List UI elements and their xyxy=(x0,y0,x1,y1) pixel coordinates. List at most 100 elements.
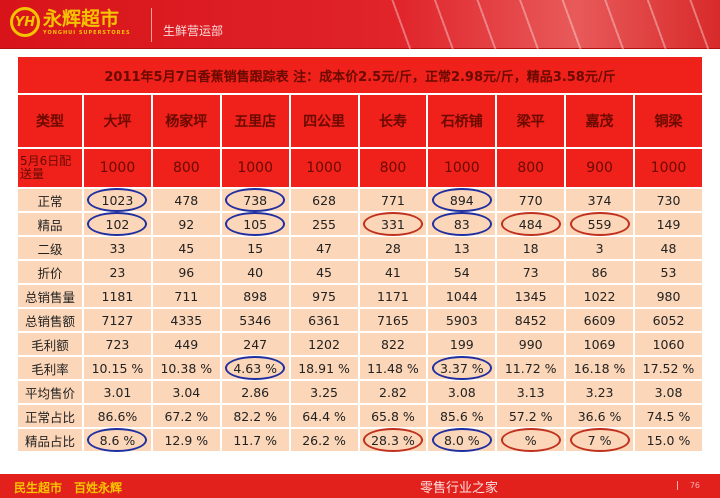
cell: 800 xyxy=(150,147,222,189)
store-header: 四公里 xyxy=(288,93,360,149)
blue-circle-annotation xyxy=(225,212,286,236)
cell: 3.04 xyxy=(150,379,222,405)
cell: 1069 xyxy=(564,331,635,357)
cell: 3.13 xyxy=(495,379,567,405)
cell: 1171 xyxy=(357,283,429,309)
logo-mark: YH xyxy=(10,7,40,37)
cell: 800 xyxy=(495,147,567,189)
cell: 1060 xyxy=(633,331,704,357)
cell-value: 7165 xyxy=(377,312,409,328)
row-label: 精品 xyxy=(16,211,84,237)
cell: 7165 xyxy=(357,307,429,333)
red-circle-annotation xyxy=(569,212,630,236)
cell: 13 xyxy=(426,235,498,261)
cell-value: 5346 xyxy=(239,312,272,328)
page-number: 76 xyxy=(676,481,700,490)
cell-value: 980 xyxy=(656,288,681,304)
cell-value: 1345 xyxy=(514,288,547,304)
table-row: 精品 102 92 105 255 331 83 484 559 149 xyxy=(16,211,704,237)
cell: 96 xyxy=(150,259,222,285)
cell-value: 975 xyxy=(312,288,336,304)
cell-value: 16.18 % xyxy=(573,360,626,376)
cell: 4.63 % xyxy=(219,355,291,381)
blue-circle-annotation xyxy=(225,356,286,380)
cell: 7 % xyxy=(564,427,635,453)
cell: 1022 xyxy=(564,283,635,309)
cell-value: 822 xyxy=(381,336,405,352)
cell-value: 2.82 xyxy=(379,384,407,400)
cell: 1345 xyxy=(495,283,567,309)
cell: 898 xyxy=(219,283,291,309)
cell: 8452 xyxy=(495,307,567,333)
red-circle-annotation xyxy=(362,428,423,452)
divider xyxy=(151,8,152,42)
store-header: 嘉茂 xyxy=(564,93,635,149)
cell: 40 xyxy=(219,259,291,285)
blue-circle-annotation xyxy=(431,212,492,236)
cell: 11.72 % xyxy=(495,355,567,381)
cell: 711 xyxy=(150,283,222,309)
cell: 36.6 % xyxy=(564,403,635,429)
cell-value: 3.01 xyxy=(103,384,132,400)
cell-value: 8452 xyxy=(514,312,547,328)
cell-value: 64.4 % xyxy=(302,408,346,424)
cell: 3.23 xyxy=(564,379,635,405)
cell-value: 4335 xyxy=(170,312,203,328)
cell-value: 65.8 % xyxy=(371,408,415,424)
cell: 149 xyxy=(633,211,704,237)
cell-value: 33 xyxy=(109,240,126,256)
corner-header: 类型 xyxy=(16,93,84,149)
cell: 28.3 % xyxy=(357,427,429,453)
store-header: 杨家坪 xyxy=(150,93,222,149)
header-row: 类型 大坪 杨家坪 五里店 四公里 长寿 石桥铺 梁平 嘉茂 铜梁 xyxy=(16,93,704,149)
cell-value: 449 xyxy=(174,336,199,352)
cell: 894 xyxy=(426,187,498,213)
row-label: 总销售量 xyxy=(16,283,84,309)
cell-value: 990 xyxy=(518,336,543,352)
cell: 73 xyxy=(495,259,567,285)
cell: 10.38 % xyxy=(150,355,222,381)
cell-value: 1181 xyxy=(101,288,134,304)
cell-value: 53 xyxy=(660,264,677,280)
table-title: 2011年5月7日香蕉销售跟踪表 注：成本价2.5元/斤，正常2.98元/斤，精… xyxy=(16,55,704,95)
cell: 17.52 % xyxy=(633,355,704,381)
header-banner: YH 永辉超市 YONGHUI SUPERSTORES 生鲜营运部 xyxy=(0,0,720,49)
cell: 74.5 % xyxy=(633,403,704,429)
row-label: 毛利率 xyxy=(16,355,84,381)
cell: 1044 xyxy=(426,283,498,309)
table-row: 折价 23 96 40 45 41 54 73 86 53 xyxy=(16,259,704,285)
cell-value: 67.2 % xyxy=(164,408,209,424)
cell: 18.91 % xyxy=(288,355,360,381)
cell-value: 5903 xyxy=(445,312,478,328)
cell-value: 11.48 % xyxy=(367,360,419,376)
cell: 2.86 xyxy=(219,379,291,405)
cell: 23 xyxy=(82,259,153,285)
cell: 255 xyxy=(288,211,360,237)
cell-value: 54 xyxy=(453,264,470,280)
table-row: 毛利额 723 449 247 1202 822 199 990 1069 1060 xyxy=(16,331,704,357)
cell-value: 11.72 % xyxy=(504,360,557,376)
store-header: 五里店 xyxy=(219,93,291,149)
cell: 86.6% xyxy=(82,403,153,429)
cell-value: 3.25 xyxy=(310,384,338,400)
cell: 105 xyxy=(219,211,291,237)
row-label: 5月6日配送量 xyxy=(16,147,84,189)
cell: 484 xyxy=(495,211,567,237)
cell-value: 898 xyxy=(243,288,268,304)
cell-value: 711 xyxy=(174,288,199,304)
cell-value: 3.08 xyxy=(447,384,476,400)
table-row: 总销售量 1181 711 898 975 1171 1044 1345 1022 980 xyxy=(16,283,704,309)
cell: 900 xyxy=(564,147,635,189)
cell: 8.6 % xyxy=(82,427,153,453)
cell-value: 92 xyxy=(178,216,195,232)
cell-value: 1069 xyxy=(583,336,616,352)
cell-value: 47 xyxy=(316,240,333,256)
cell: 48 xyxy=(633,235,704,261)
cell: 67.2 % xyxy=(150,403,222,429)
cell: 1000 xyxy=(82,147,153,189)
row-label: 二级 xyxy=(16,235,84,261)
blue-circle-annotation xyxy=(225,188,286,212)
cell-value: 13 xyxy=(453,240,470,256)
table-row: 总销售额 7127 4335 5346 6361 7165 5903 8452 6609 6052 xyxy=(16,307,704,333)
cell: 82.2 % xyxy=(219,403,291,429)
